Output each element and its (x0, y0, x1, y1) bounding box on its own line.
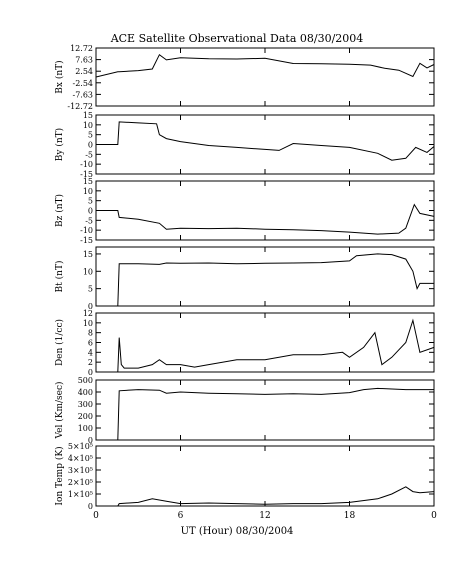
y-tick-label: 4 (88, 348, 93, 357)
y-axis-label: Den (1/cc) (54, 319, 65, 366)
x-tick-label: 0 (93, 511, 99, 521)
y-tick-label: 12.72 (70, 44, 93, 53)
y-tick-label: 6 (88, 339, 93, 348)
series-line (96, 486, 435, 507)
y-tick-label: 200 (78, 412, 93, 421)
y-axis-label: Ion Temp (K) (54, 446, 65, 505)
y-tick-label: 15 (83, 177, 93, 186)
y-tick-label: 7.63 (75, 56, 93, 65)
y-tick-label: 2 (88, 358, 93, 367)
series-line (96, 203, 435, 235)
y-tick-label: 0 (88, 436, 93, 445)
y-tick-label: 15 (83, 250, 93, 259)
y-tick-label: 10 (83, 121, 93, 130)
y-tick-label: 12 (83, 309, 93, 318)
y-tick-label: 300 (78, 400, 93, 409)
series-line (95, 53, 435, 78)
panel-frame (95, 180, 435, 241)
x-tick-label: 12 (259, 511, 270, 521)
y-tick-label: 5 (88, 197, 93, 206)
y-tick-label: 0 (88, 207, 93, 216)
y-tick-label: 500 (78, 376, 93, 385)
y-axis-label: By (nT) (54, 128, 65, 161)
y-tick-label: 2.54 (75, 67, 93, 76)
y-axis-label: Bx (nT) (54, 60, 65, 93)
x-tick-label: 6 (178, 511, 184, 521)
y-tick-label: 1×10⁵ (68, 490, 93, 499)
y-tick-label: 2×10⁵ (68, 478, 93, 487)
y-tick-label: 10 (83, 187, 93, 196)
x-tick-label: 18 (344, 511, 356, 521)
panel-7: 5×10⁵ 4×10⁵ 3×10⁵ 2×10⁵ 1×10⁵ 0 Ion Temp (K) (54, 442, 435, 511)
chart-title: ACE Satellite Observational Data 08/30/2… (110, 32, 364, 45)
y-tick-label: 0 (88, 302, 93, 311)
y-tick-label: -12.72 (67, 102, 93, 111)
panel-6: 500 400 300 200 100 0 Vel (Km/sec) (54, 376, 435, 445)
y-tick-label: 400 (78, 388, 93, 397)
y-tick-label: 8 (88, 329, 93, 338)
y-tick-label: 0 (88, 141, 93, 150)
y-axis-label: Bz (nT) (54, 194, 65, 227)
y-tick-label: -10 (80, 160, 93, 169)
panel-frame (95, 114, 435, 175)
y-axis-label: Vel (Km/sec) (54, 381, 65, 439)
panel-frame (95, 47, 435, 107)
y-tick-label: 0 (88, 368, 93, 377)
y-tick-label: -2.54 (72, 79, 93, 88)
series-line (96, 253, 434, 307)
y-tick-label: -10 (80, 226, 93, 235)
series-line (96, 121, 435, 161)
x-tick-label: 0 (431, 511, 437, 521)
x-axis-label: UT (Hour) 08/30/2004 (181, 526, 294, 537)
panel-4: 15 10 5 0 Bt (nT) (54, 246, 435, 311)
y-axis-label: Bt (nT) (54, 261, 65, 293)
y-tick-label: -15 (80, 170, 93, 179)
y-tick-label: -5 (85, 150, 93, 159)
y-tick-label: 10 (83, 319, 93, 328)
y-tick-label: 5×10⁵ (68, 442, 93, 451)
y-tick-label: 4×10⁵ (68, 454, 93, 463)
y-tick-label: -5 (85, 216, 93, 225)
panel-frame (95, 246, 435, 307)
x-axis: 0 6 12 18 0 (93, 511, 437, 521)
y-tick-label: 3×10⁵ (68, 466, 93, 475)
y-tick-label: 5 (88, 285, 93, 294)
y-tick-label: 5 (88, 131, 93, 140)
y-tick-label: -7.63 (72, 90, 93, 99)
y-tick-label: 100 (78, 424, 93, 433)
series-line (96, 387, 434, 441)
y-tick-label: -15 (80, 236, 93, 245)
y-tick-label: 0 (88, 502, 93, 511)
y-tick-label: 15 (83, 111, 93, 120)
y-tick-label: 10 (83, 267, 93, 276)
series-line (96, 318, 435, 373)
